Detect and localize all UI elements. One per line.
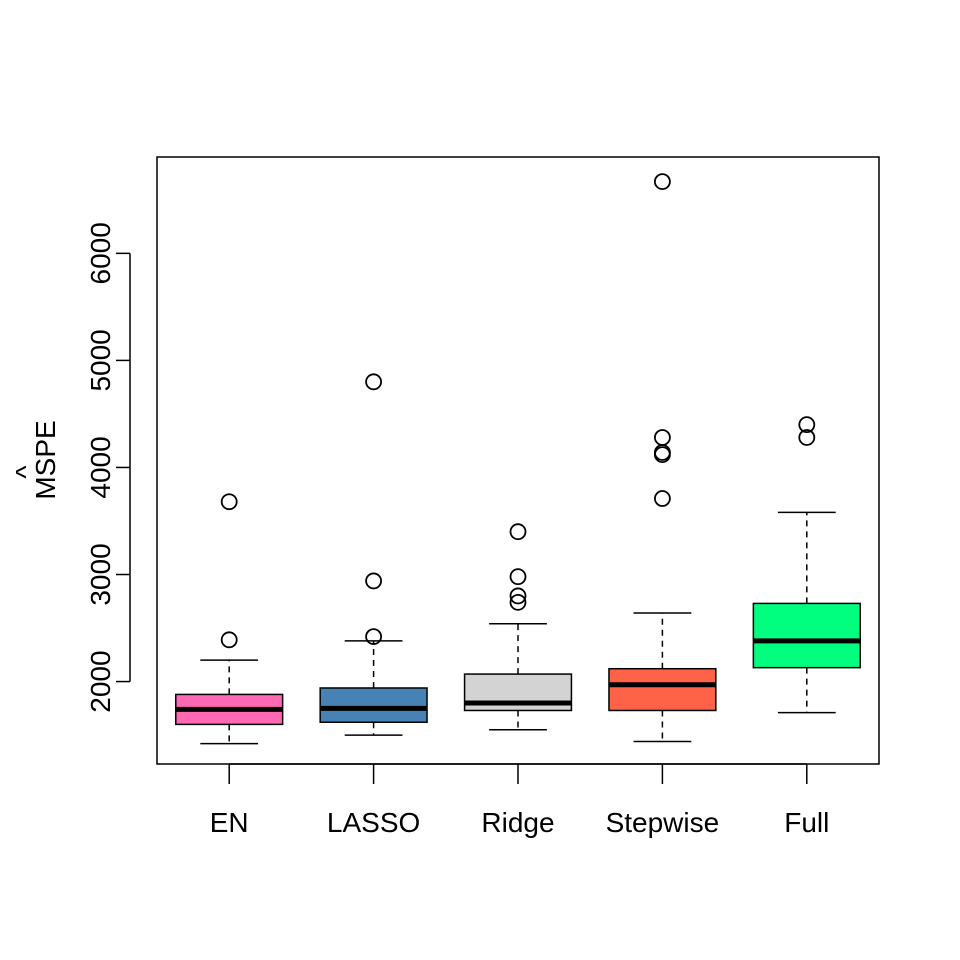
outlier-ridge-3 (509, 523, 527, 541)
x-tick-label-full: Full (784, 807, 829, 838)
x-tick-label-ridge: Ridge (481, 807, 554, 838)
outlier-stepwise-3 (654, 429, 671, 446)
x-tick-label-stepwise: Stepwise (606, 807, 720, 838)
box-lasso (319, 687, 428, 723)
outlier-lasso-0 (365, 628, 383, 646)
y-tick-label-4000: 4000 (85, 436, 116, 498)
y-tick-label-3000: 3000 (85, 543, 116, 605)
x-axis: EN LASSO Ridge Stepwise Full (210, 763, 829, 838)
boxes-layer (175, 173, 861, 745)
box-group-full (752, 416, 861, 714)
outlier-stepwise-4 (654, 173, 671, 191)
y-tick-label-6000: 6000 (85, 222, 116, 284)
outlier-lasso-2 (365, 373, 383, 391)
box-group-lasso (319, 373, 428, 736)
box-group-en (175, 493, 284, 745)
outlier-en-1 (220, 493, 238, 511)
box-stepwise (608, 667, 717, 712)
y-tick-label-5000: 5000 (85, 329, 116, 391)
outlier-stepwise-0 (654, 490, 671, 507)
box-full (752, 602, 861, 669)
outlier-full-1 (798, 416, 816, 434)
outlier-full-0 (798, 429, 816, 446)
outlier-lasso-1 (365, 572, 383, 590)
x-tick-label-en: EN (210, 807, 249, 838)
outlier-ridge-2 (509, 568, 527, 586)
y-axis: 2000 3000 4000 5000 6000 (85, 222, 131, 713)
y-axis-title-group: MSPE ^ (10, 420, 61, 499)
x-tick-label-lasso: LASSO (327, 807, 420, 838)
y-axis-title: MSPE (30, 420, 61, 499)
outlier-ridge-1 (509, 587, 527, 605)
box-group-stepwise (608, 173, 717, 743)
y-tick-label-2000: 2000 (85, 650, 116, 712)
outlier-en-0 (220, 631, 238, 649)
box-group-ridge (463, 523, 573, 731)
y-axis-title-accent: ^ (10, 465, 41, 478)
outlier-ridge-0 (509, 593, 527, 611)
